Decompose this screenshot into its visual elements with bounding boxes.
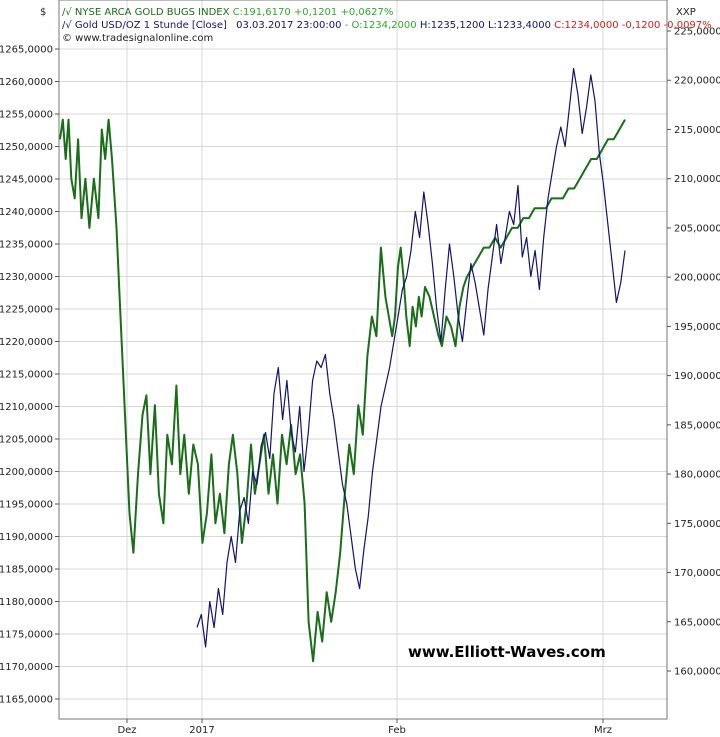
left-axis-label: $: [40, 7, 46, 18]
right-tick-label: 210,0000: [674, 174, 720, 185]
plot-frame: [58, 0, 668, 720]
legend-line1-series: NYSE ARCA GOLD BUGS INDEX: [75, 7, 230, 18]
legend-line2-hl: H:1235,1200 L:1233,4000: [420, 20, 551, 31]
left-tick-label: 1260,0000: [0, 77, 53, 88]
left-axis: 1165,0000 1170,0000 1175,0000 1180,0000 1185…: [0, 45, 59, 706]
legend-line2-time: 03.03.2017 23:00:00: [236, 20, 341, 31]
left-tick-label: 1200,0000: [0, 467, 53, 478]
x-axis: Dez 2017 Feb Mrz: [117, 719, 612, 736]
legend-header: /√ NYSE ARCA GOLD BUGS INDEX C:191,6170 …: [62, 7, 712, 44]
right-tick-label: 190,0000: [674, 371, 720, 382]
legend-line2-series: Gold USD/OZ 1 Stunde [Close]: [75, 20, 227, 31]
left-tick-label: 1190,0000: [0, 532, 53, 543]
left-tick-label: 1195,0000: [0, 500, 53, 511]
right-axis-label: XXP: [676, 7, 696, 18]
series-layer: [59, 67, 626, 663]
right-tick-label: 205,0000: [674, 223, 720, 234]
left-tick-label: 1215,0000: [0, 370, 53, 381]
gridlines: [59, 0, 667, 719]
right-tick-label: 180,0000: [674, 470, 720, 481]
left-tick-label: 1225,0000: [0, 305, 53, 316]
right-tick-label: 160,0000: [674, 667, 720, 678]
left-tick-label: 1165,0000: [0, 695, 53, 706]
legend-line2-open: - O:1234,2000: [345, 20, 417, 31]
right-tick-label: 220,0000: [674, 76, 720, 87]
x-tick-label: Dez: [117, 725, 136, 736]
left-tick-label: 1205,0000: [0, 435, 53, 446]
svg-text:/√ Gold USD/OZ 1 Stunde [Close: /√ Gold USD/OZ 1 Stunde [Close] 03.03.20…: [62, 20, 712, 31]
legend-line3: © www.tradesignalonline.com: [62, 33, 213, 44]
left-tick-label: 1220,0000: [0, 337, 53, 348]
x-tick-label: Mrz: [594, 725, 612, 736]
left-tick-label: 1240,0000: [0, 207, 53, 218]
legend-line2-close: C:1234,0000 -0,1200 -0,0097%: [554, 20, 712, 31]
right-tick-label: 215,0000: [674, 125, 720, 136]
right-tick-label: 200,0000: [674, 273, 720, 284]
left-tick-label: 1230,0000: [0, 272, 53, 283]
legend-line1-values: C:191,6170 +0,1201 +0,0627%: [233, 7, 394, 18]
right-tick-label: 185,0000: [674, 420, 720, 431]
x-tick-label: Feb: [388, 725, 406, 736]
left-tick-label: 1185,0000: [0, 565, 53, 576]
right-tick-label: 195,0000: [674, 322, 720, 333]
left-tick-label: 1250,0000: [0, 142, 53, 153]
right-tick-label: 170,0000: [674, 568, 720, 579]
left-tick-label: 1245,0000: [0, 175, 53, 186]
x-tick-label: 2017: [189, 725, 214, 736]
legend-line2-marker: /√: [62, 20, 75, 31]
left-tick-label: 1210,0000: [0, 402, 53, 413]
right-tick-label: 165,0000: [674, 617, 720, 628]
right-tick-label: 175,0000: [674, 519, 720, 530]
left-tick-label: 1170,0000: [0, 662, 53, 673]
watermark: www.Elliott-Waves.com: [408, 643, 606, 661]
right-axis: 160,0000 165,0000 170,0000 175,0000 180,0000…: [667, 27, 720, 678]
left-tick-label: 1175,0000: [0, 630, 53, 641]
series-line-0: [59, 118, 626, 663]
series-line-1: [196, 67, 626, 648]
svg-text:/√ NYSE ARCA GOLD BUGS INDEX: /√ NYSE ARCA GOLD BUGS INDEX C:191,6170 …: [62, 7, 393, 18]
left-tick-label: 1265,0000: [0, 45, 53, 56]
left-tick-label: 1180,0000: [0, 597, 53, 608]
left-tick-label: 1255,0000: [0, 110, 53, 121]
right-tick-label: 225,0000: [674, 27, 720, 38]
left-tick-label: 1235,0000: [0, 240, 53, 251]
legend-line1-marker: /√: [62, 7, 75, 18]
